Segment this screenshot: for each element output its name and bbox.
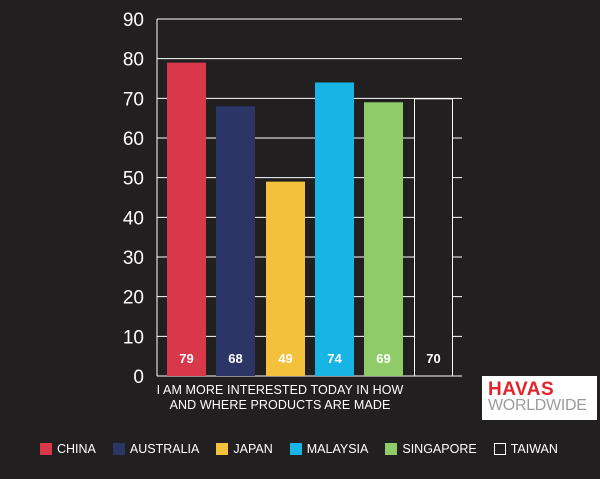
bar-chart: 0 10 20 30 40 50 60 70 80 90 79 68 49 74 69 70 <box>123 10 462 388</box>
y-tick-label-70: 70 <box>123 89 144 110</box>
legend-swatch-singapore <box>385 443 398 455</box>
y-tick-label-40: 40 <box>123 208 144 229</box>
legend-swatch-taiwan <box>493 443 506 455</box>
legend-label-japan: JAPAN <box>233 442 273 456</box>
legend-item-australia: AUSTRALIA <box>112 442 200 456</box>
category-caption: I AM MORE INTERESTED TODAY IN HOW AND WH… <box>150 383 410 413</box>
bar-australia <box>216 106 255 377</box>
y-tick-label-80: 80 <box>123 50 144 71</box>
bar-taiwan <box>414 98 453 377</box>
caption-line-1: I AM MORE INTERESTED TODAY IN HOW <box>156 383 404 397</box>
legend-swatch-china <box>40 443 52 455</box>
data-label-malaysia: 74 <box>327 351 342 366</box>
data-label-australia: 68 <box>228 351 242 366</box>
chart-legend: CHINA AUSTRALIA JAPAN MALAYSIA SINGAPORE TAIW… <box>40 441 575 457</box>
legend-label-australia: AUSTRALIA <box>129 442 200 456</box>
legend-item-singapore: SINGAPORE <box>385 442 477 456</box>
bar-malaysia <box>315 82 354 376</box>
data-label-japan: 49 <box>278 351 292 366</box>
legend-label-malaysia: MALAYSIA <box>306 442 369 456</box>
data-label-taiwan: 70 <box>426 351 440 366</box>
legend-item-malaysia: MALAYSIA <box>289 442 369 456</box>
y-tick-label-20: 20 <box>123 288 144 309</box>
legend-label-china: CHINA <box>57 442 96 456</box>
y-tick-label-60: 60 <box>123 129 144 150</box>
bar-japan <box>266 181 305 376</box>
caption-line-2: AND WHERE PRODUCTS ARE MADE <box>169 398 391 412</box>
y-tick-label-30: 30 <box>123 248 144 269</box>
legend-item-taiwan: TAIWAN <box>493 442 558 456</box>
y-tick-label-50: 50 <box>123 169 144 190</box>
y-tick-label-90: 90 <box>123 10 144 31</box>
havas-worldwide-logo: HAVAS WORLDWIDE <box>482 376 597 420</box>
legend-label-singapore: SINGAPORE <box>402 442 477 456</box>
legend-item-china: CHINA <box>40 442 96 456</box>
legend-swatch-malaysia <box>289 443 302 455</box>
bar-china <box>167 62 206 377</box>
bar-singapore <box>364 102 403 377</box>
y-tick-label-0: 0 <box>133 367 144 388</box>
legend-label-taiwan: TAIWAN <box>510 442 558 456</box>
data-label-china: 79 <box>179 351 193 366</box>
logo-havas-text: HAVAS <box>488 379 555 400</box>
legend-item-japan: JAPAN <box>216 442 273 456</box>
legend-swatch-japan <box>216 443 229 455</box>
logo-worldwide-text: WORLDWIDE <box>488 397 587 414</box>
y-tick-label-10: 10 <box>123 327 144 348</box>
legend-swatch-australia <box>112 443 125 455</box>
data-label-singapore: 69 <box>376 351 390 366</box>
